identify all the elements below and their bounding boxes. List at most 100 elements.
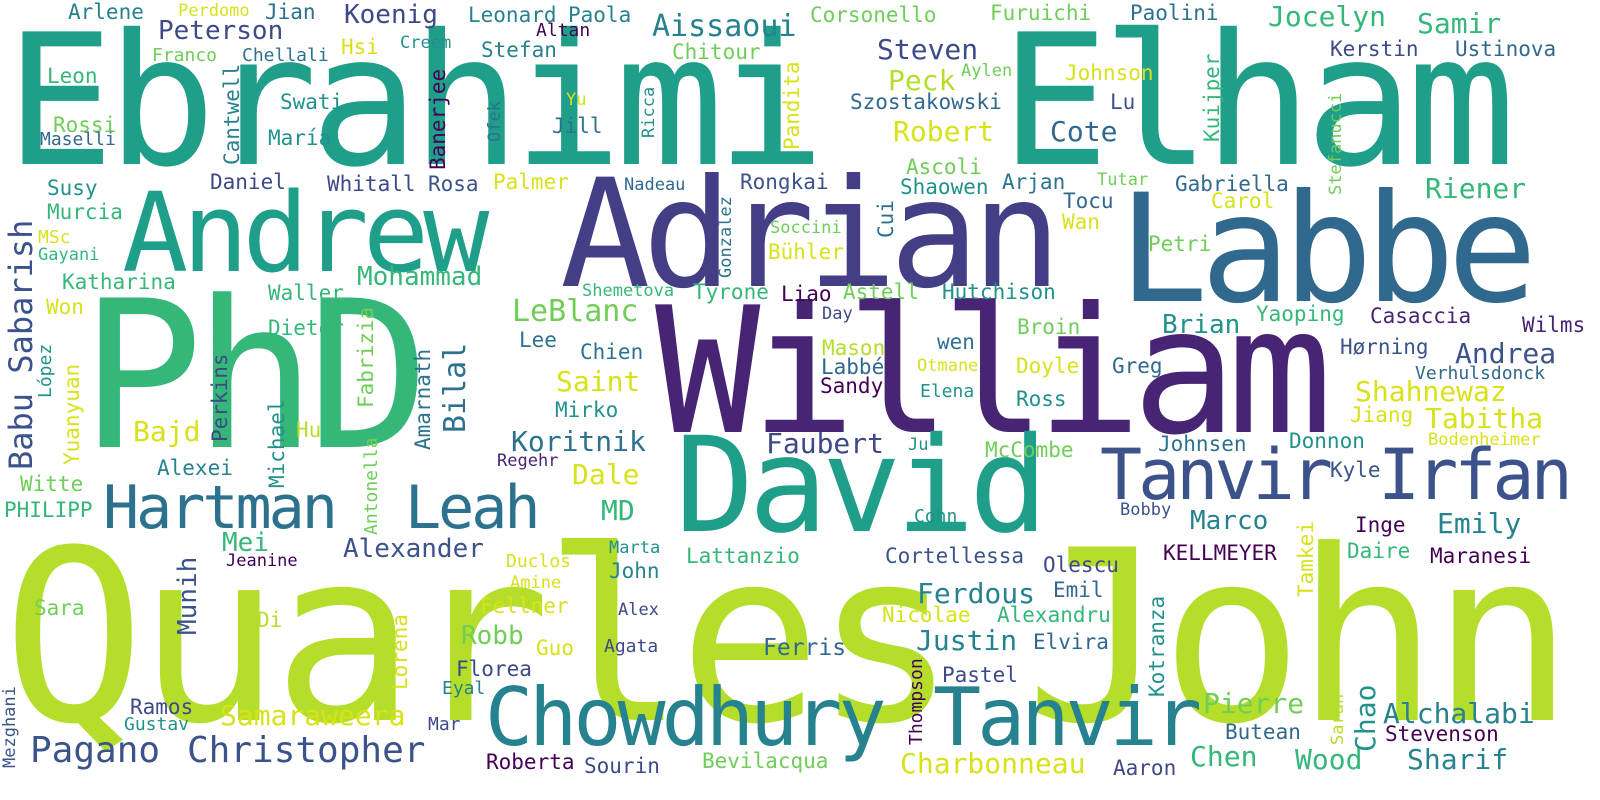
word-chitour: Chitour — [672, 40, 761, 64]
word-labbe-small: Labbé — [821, 355, 885, 379]
word-andrew: Andrew — [122, 169, 489, 297]
word-hutchison: Hutchison — [942, 280, 1056, 304]
word-horning: Hørning — [1340, 335, 1429, 359]
word-gustav: Gustav — [124, 714, 190, 735]
word-roberta: Roberta — [486, 750, 575, 774]
word-jocelyn: Jocelyn — [1268, 0, 1387, 33]
word-pandita: Pandita — [780, 61, 804, 150]
word-lu: Lu — [1110, 90, 1136, 114]
word-wood: Wood — [1295, 743, 1363, 776]
word-tamkei: Tamkei — [1294, 521, 1318, 597]
word-perkins: Perkins — [208, 353, 232, 442]
word-william: William — [655, 271, 1333, 474]
word-corsonello: Corsonello — [810, 3, 937, 27]
word-cohn: Cohn — [914, 506, 958, 527]
word-tutar: Tutar — [1097, 170, 1149, 190]
word-ebrahimi: Ebrahimi — [5, 0, 826, 207]
word-charbonneau: Charbonneau — [900, 747, 1086, 780]
word-ofek: Ofek — [485, 101, 505, 142]
word-mei: Mei — [222, 528, 269, 558]
word-carol: Carol — [1211, 189, 1275, 213]
word-fellner: Fellner — [480, 594, 569, 618]
word-robb: Robb — [461, 621, 524, 651]
word-lopez: López — [35, 343, 56, 398]
word-antonella: Antonella — [361, 437, 382, 535]
word-ricca: Ricca — [639, 86, 659, 138]
word-jiang: Jiang — [1350, 403, 1414, 427]
word-jill: Jill — [552, 114, 603, 138]
word-gonzalez: Gonzalez — [716, 196, 736, 278]
word-irfan: Irfan — [1378, 434, 1573, 516]
word-broin: Broin — [1017, 315, 1081, 339]
word-lattanzio: Lattanzio — [686, 544, 800, 568]
word-guo: Guo — [536, 636, 574, 660]
word-hartman: Hartman — [103, 473, 338, 543]
word-wan: Wan — [1062, 210, 1100, 234]
word-tabitha: Tabitha — [1425, 402, 1544, 435]
word-inge: Inge — [1355, 513, 1406, 537]
word-samaraweera: Samaraweera — [220, 699, 406, 732]
word-buhler: Bühler — [768, 240, 844, 264]
word-kellmeyer: KELLMEYER — [1163, 541, 1277, 565]
word-alexei: Alexei — [157, 456, 233, 480]
word-szostakowski: Szostakowski — [850, 90, 1002, 114]
word-dale: Dale — [572, 458, 640, 491]
word-pagano: Pagano — [30, 730, 161, 771]
word-swati: Swati — [280, 90, 344, 114]
word-bodenheimer: Bodenheimer — [1428, 430, 1541, 450]
word-tanvir-right: Tanvir — [1100, 434, 1333, 516]
word-kuijper: Kuijper — [1200, 53, 1224, 142]
word-lorena: Lorena — [388, 614, 412, 690]
word-samir: Samir — [1417, 7, 1502, 40]
word-cortellessa: Cortellessa — [885, 544, 1025, 568]
word-paolini: Paolini — [1130, 1, 1219, 25]
word-marta: Marta — [609, 538, 661, 558]
word-elvira: Elvira — [1033, 630, 1109, 654]
word-chao: Chao — [1349, 684, 1382, 752]
word-dieter: Dieter — [268, 316, 344, 340]
word-cote: Cote — [1050, 115, 1118, 148]
word-mirko: Mirko — [555, 398, 619, 422]
word-aaron: Aaron — [1113, 756, 1177, 780]
word-sara: Sara — [34, 596, 85, 620]
word-babu-sabarish: Babu Sabarish — [2, 219, 40, 470]
word-mar: Mar — [428, 714, 461, 735]
word-creem: Creem — [400, 33, 452, 53]
word-palmer: Palmer — [493, 170, 569, 194]
word-nadeau: Nadeau — [624, 175, 686, 195]
word-otmane: Otmane — [917, 356, 979, 376]
word-lee: Lee — [519, 328, 557, 352]
word-steven: Steven — [877, 33, 979, 66]
word-john-large: John — [1025, 500, 1574, 777]
word-amine: Amine — [510, 573, 562, 593]
word-chien: Chien — [580, 340, 644, 364]
word-nicolae: Nicolae — [882, 603, 971, 627]
word-franco: Franco — [152, 45, 218, 66]
word-sourin: Sourin — [584, 754, 660, 778]
word-won: Won — [46, 295, 84, 319]
word-shahnewaz: Shahnewaz — [1355, 375, 1507, 408]
word-emil: Emil — [1053, 578, 1104, 602]
word-chowdhury: Chowdhury — [485, 671, 886, 764]
word-stefanucci: Stefanucci — [1326, 92, 1346, 195]
word-quarles: Quarles — [2, 500, 957, 777]
word-wen: wen — [937, 330, 975, 354]
word-christopher: Christopher — [187, 730, 426, 771]
word-elham: Elham — [1000, 0, 1516, 207]
word-kerstin: Kerstin — [1330, 37, 1419, 61]
word-faubert: Faubert — [766, 427, 885, 460]
word-koritnik: Koritnik — [511, 425, 646, 458]
word-verhulsdonck: Verhulsdonck — [1415, 363, 1546, 384]
word-shaowen: Shaowen — [900, 175, 989, 199]
word-maranesi: Maranesi — [1430, 544, 1532, 568]
word-alchalabi: Alchalabi — [1383, 697, 1535, 730]
word-stefan: Stefan — [481, 38, 557, 62]
word-paola: Paola — [568, 3, 632, 27]
word-jeanine: Jeanine — [226, 551, 298, 571]
word-msc: MSc — [38, 227, 71, 248]
word-cui: Cui — [874, 200, 898, 238]
word-mezghani: Mezghani — [0, 686, 20, 768]
word-saint: Saint — [556, 365, 641, 398]
word-andrea: Andrea — [1455, 337, 1557, 370]
word-butean: Butean — [1225, 720, 1301, 744]
